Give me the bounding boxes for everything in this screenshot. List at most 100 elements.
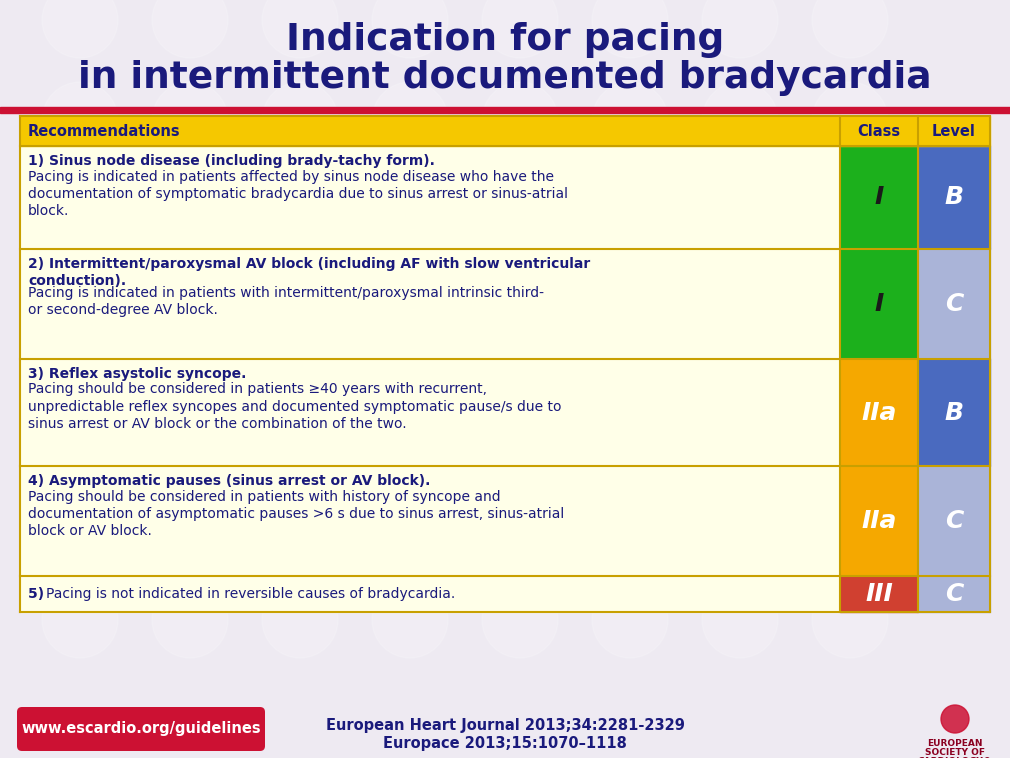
Circle shape xyxy=(812,482,888,558)
Circle shape xyxy=(482,282,558,358)
Circle shape xyxy=(152,182,228,258)
Text: B: B xyxy=(944,186,964,209)
Text: C: C xyxy=(944,292,964,316)
Bar xyxy=(0,107,1010,113)
Text: C: C xyxy=(944,582,964,606)
Circle shape xyxy=(262,0,338,58)
Text: B: B xyxy=(944,400,964,424)
Bar xyxy=(918,146,990,249)
Text: EUROPEAN: EUROPEAN xyxy=(927,739,983,748)
Circle shape xyxy=(482,582,558,658)
Text: I: I xyxy=(875,292,884,316)
Bar xyxy=(20,116,840,146)
Bar xyxy=(20,576,840,612)
Circle shape xyxy=(812,82,888,158)
Text: Pacing is indicated in patients with intermittent/paroxysmal intrinsic third-
or: Pacing is indicated in patients with int… xyxy=(28,286,544,318)
Circle shape xyxy=(702,0,778,58)
Circle shape xyxy=(262,582,338,658)
Circle shape xyxy=(812,382,888,458)
Circle shape xyxy=(592,82,668,158)
Text: III: III xyxy=(866,582,893,606)
Circle shape xyxy=(702,482,778,558)
Circle shape xyxy=(372,582,448,658)
Text: 2) Intermittent/paroxysmal AV block (including AF with slow ventricular
conducti: 2) Intermittent/paroxysmal AV block (inc… xyxy=(28,257,590,288)
Text: Indication for pacing: Indication for pacing xyxy=(286,22,724,58)
Circle shape xyxy=(592,582,668,658)
Circle shape xyxy=(372,0,448,58)
Circle shape xyxy=(42,482,118,558)
Circle shape xyxy=(262,182,338,258)
Circle shape xyxy=(482,82,558,158)
Text: 4) Asymptomatic pauses (sinus arrest or AV block).: 4) Asymptomatic pauses (sinus arrest or … xyxy=(28,474,430,488)
Circle shape xyxy=(812,582,888,658)
Text: Pacing is indicated in patients affected by sinus node disease who have the
docu: Pacing is indicated in patients affected… xyxy=(28,170,568,218)
Bar xyxy=(840,576,918,612)
Circle shape xyxy=(812,282,888,358)
Text: Pacing should be considered in patients ≥40 years with recurrent,
unpredictable : Pacing should be considered in patients … xyxy=(28,383,562,431)
Circle shape xyxy=(702,582,778,658)
Circle shape xyxy=(42,182,118,258)
Bar xyxy=(840,466,918,576)
Circle shape xyxy=(592,0,668,58)
Circle shape xyxy=(42,0,118,58)
Bar xyxy=(20,249,840,359)
Bar xyxy=(918,359,990,466)
Circle shape xyxy=(482,182,558,258)
Bar xyxy=(918,116,990,146)
Circle shape xyxy=(482,482,558,558)
Circle shape xyxy=(812,182,888,258)
Circle shape xyxy=(702,382,778,458)
Bar xyxy=(918,249,990,359)
Text: C: C xyxy=(944,509,964,533)
Text: 5): 5) xyxy=(28,587,49,601)
Circle shape xyxy=(152,382,228,458)
Circle shape xyxy=(941,705,969,733)
Circle shape xyxy=(42,82,118,158)
Circle shape xyxy=(152,0,228,58)
Circle shape xyxy=(262,82,338,158)
Bar xyxy=(918,466,990,576)
Text: SOCIETY OF: SOCIETY OF xyxy=(925,748,985,757)
Circle shape xyxy=(262,382,338,458)
Circle shape xyxy=(262,282,338,358)
Bar xyxy=(20,466,840,576)
Circle shape xyxy=(152,482,228,558)
Text: Pacing should be considered in patients with history of syncope and
documentatio: Pacing should be considered in patients … xyxy=(28,490,565,538)
Circle shape xyxy=(372,282,448,358)
Text: in intermittent documented bradycardia: in intermittent documented bradycardia xyxy=(78,60,932,96)
Circle shape xyxy=(592,382,668,458)
Circle shape xyxy=(372,382,448,458)
Circle shape xyxy=(372,482,448,558)
Circle shape xyxy=(702,282,778,358)
Circle shape xyxy=(702,182,778,258)
Circle shape xyxy=(42,582,118,658)
Text: 1) Sinus node disease (including brady-tachy form).: 1) Sinus node disease (including brady-t… xyxy=(28,154,435,168)
FancyBboxPatch shape xyxy=(17,707,265,751)
Text: Pacing is not indicated in reversible causes of bradycardia.: Pacing is not indicated in reversible ca… xyxy=(46,587,456,601)
Text: European Heart Journal 2013;34:2281-2329: European Heart Journal 2013;34:2281-2329 xyxy=(325,718,685,733)
Circle shape xyxy=(372,82,448,158)
Text: Level: Level xyxy=(932,124,976,139)
Circle shape xyxy=(702,82,778,158)
Circle shape xyxy=(152,582,228,658)
Text: CARDIOLOGY®: CARDIOLOGY® xyxy=(918,757,993,758)
Text: www.escardio.org/guidelines: www.escardio.org/guidelines xyxy=(21,722,261,737)
Bar xyxy=(840,359,918,466)
Text: IIa: IIa xyxy=(862,400,897,424)
Circle shape xyxy=(42,382,118,458)
Text: Europace 2013;15:1070–1118: Europace 2013;15:1070–1118 xyxy=(383,736,627,751)
Text: Recommendations: Recommendations xyxy=(28,124,181,139)
Circle shape xyxy=(592,182,668,258)
Circle shape xyxy=(482,0,558,58)
Bar xyxy=(840,249,918,359)
Bar xyxy=(20,359,840,466)
Circle shape xyxy=(812,0,888,58)
Circle shape xyxy=(482,382,558,458)
Text: Class: Class xyxy=(857,124,901,139)
Text: 3) Reflex asystolic syncope.: 3) Reflex asystolic syncope. xyxy=(28,367,246,381)
Bar xyxy=(840,116,918,146)
Bar xyxy=(918,576,990,612)
Circle shape xyxy=(152,282,228,358)
Circle shape xyxy=(42,282,118,358)
Circle shape xyxy=(262,482,338,558)
